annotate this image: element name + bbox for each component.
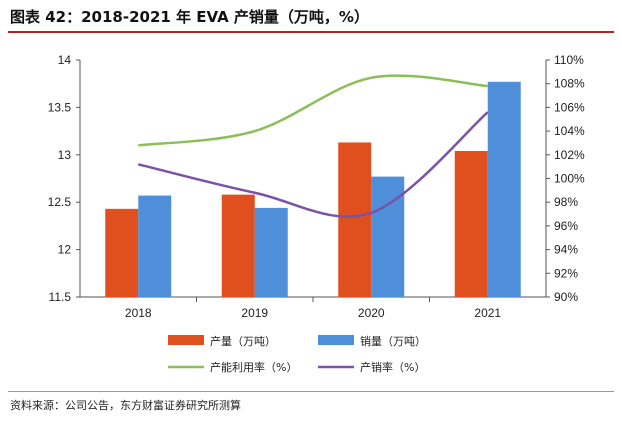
legend-label: 产能利用率（%） [210, 360, 297, 374]
right-tick-label: 92% [554, 266, 578, 280]
legend-label: 销量（万吨） [360, 334, 426, 348]
left-tick-label: 14 [58, 53, 72, 67]
bar-sales [138, 195, 172, 297]
right-tick-label: 110% [554, 53, 584, 67]
legend-label: 产销率（%） [360, 360, 425, 374]
x-tick-label: 2021 [474, 306, 501, 320]
right-tick-label: 98% [554, 195, 578, 209]
x-tick-label: 2020 [358, 306, 385, 320]
left-tick-label: 12 [58, 243, 72, 257]
title-divider [8, 31, 614, 33]
right-tick-label: 102% [554, 148, 585, 162]
right-tick-label: 106% [554, 100, 585, 114]
legend-label: 产量（万吨） [210, 334, 276, 348]
line-sell-through-rate [137, 111, 489, 218]
chart-svg: 11.5 12 12.5 13 13.5 14 90% 92% 94% 96% 98% 100% 102… [48, 53, 585, 374]
legend-swatch [318, 335, 354, 345]
right-tick-label: 90% [554, 290, 578, 304]
bar-sales [487, 81, 521, 297]
bar-production [454, 151, 488, 297]
source-note: 资料来源：公司公告，东方财富证券研究所测算 [10, 399, 241, 412]
right-tick-label: 108% [554, 77, 585, 91]
right-tick-label: 100% [554, 172, 585, 186]
left-tick-label: 11.5 [49, 290, 72, 304]
chart-title: 图表 42：2018-2021 年 EVA 产销量（万吨，%） [10, 8, 369, 26]
left-tick-label: 12.5 [48, 195, 72, 209]
left-tick-label: 13.5 [48, 100, 72, 114]
legend-swatch [168, 335, 204, 345]
bar-production [338, 142, 372, 297]
right-tick-label: 96% [554, 219, 578, 233]
footer-divider [8, 391, 614, 392]
right-tick-label: 104% [554, 124, 585, 138]
x-tick-label: 2019 [241, 306, 268, 320]
bar-sales [254, 207, 288, 297]
x-tick-label: 2018 [125, 306, 152, 320]
left-tick-label: 13 [58, 148, 72, 162]
line-utilization-rate [138, 74, 488, 147]
bar-production [105, 208, 139, 297]
bar-sales [371, 176, 405, 297]
right-tick-label: 94% [554, 243, 578, 257]
bar-production [221, 194, 255, 297]
